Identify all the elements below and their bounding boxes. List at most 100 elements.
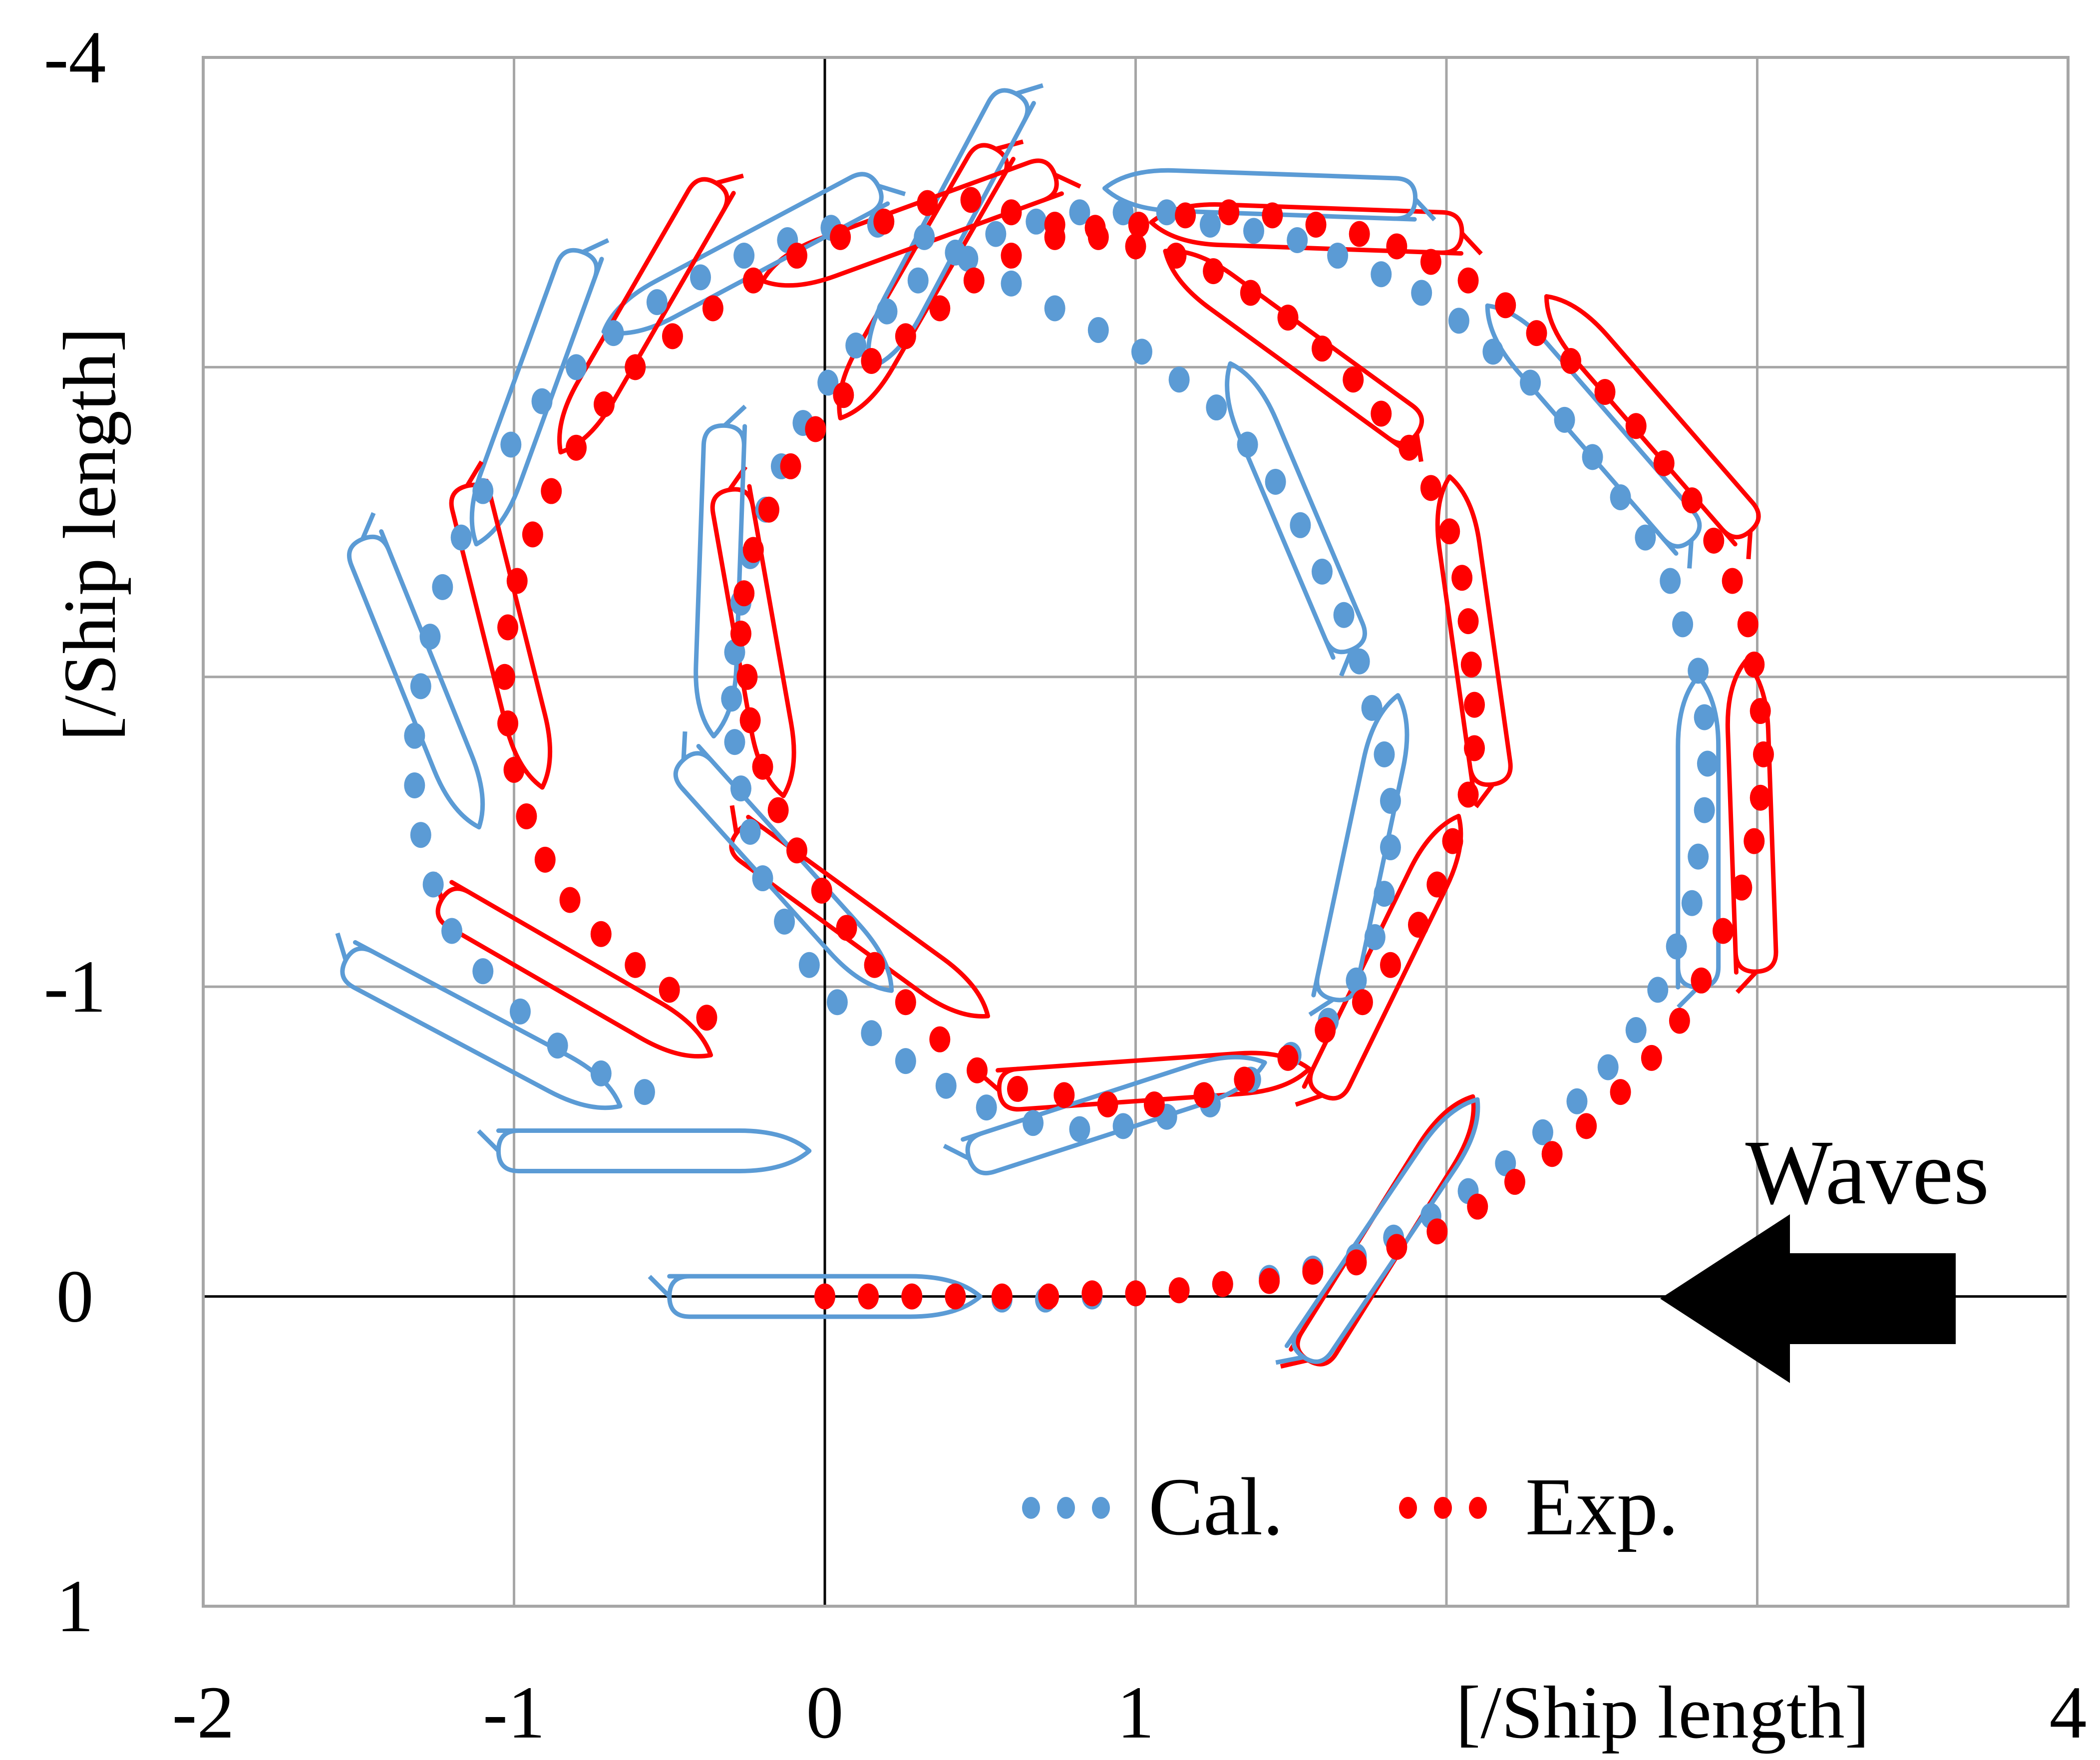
data-point-cal	[472, 478, 494, 504]
data-point-exp	[742, 267, 764, 294]
data-point-exp	[522, 521, 543, 548]
data-point-exp	[811, 877, 832, 904]
data-point-exp	[1371, 400, 1392, 427]
data-point-cal	[590, 1060, 612, 1086]
data-point-cal	[752, 865, 773, 892]
data-point-cal	[531, 388, 553, 414]
data-point-cal	[1346, 967, 1367, 994]
data-point-exp	[1097, 1091, 1118, 1117]
data-point-cal	[1374, 881, 1395, 907]
legend-item-exp: Exp.	[1399, 1461, 1679, 1552]
data-point-cal	[1371, 261, 1392, 288]
data-point-exp	[786, 837, 807, 864]
data-point-cal	[1660, 568, 1681, 594]
data-point-exp	[1128, 212, 1149, 238]
data-point-exp	[895, 323, 916, 350]
legend-item-cal: Cal.	[1022, 1461, 1283, 1552]
data-point-cal	[935, 1072, 957, 1099]
data-point-cal	[566, 354, 587, 380]
waves-annotation: Waves	[1660, 1121, 1989, 1383]
data-point-cal	[1554, 406, 1575, 433]
data-point-cal	[1532, 1119, 1553, 1145]
data-point-exp	[917, 190, 938, 216]
data-point-exp	[1541, 1141, 1563, 1167]
data-point-exp	[1457, 781, 1479, 808]
waves-arrow-icon	[1660, 1214, 1956, 1383]
data-point-exp	[702, 295, 723, 322]
data-point-exp	[1460, 651, 1482, 678]
data-point-exp	[1442, 828, 1463, 854]
data-point-cal	[1364, 924, 1386, 950]
data-point-cal	[1647, 977, 1669, 1003]
data-point-cal	[1694, 797, 1715, 823]
data-point-exp	[830, 224, 851, 250]
data-point-cal	[1287, 227, 1308, 254]
data-point-exp	[1703, 527, 1725, 554]
data-point-cal	[1349, 648, 1370, 675]
data-point-exp	[696, 1005, 717, 1031]
data-point-cal	[774, 908, 795, 935]
data-point-exp	[1731, 874, 1752, 901]
ship-outline-exp	[710, 465, 796, 798]
data-point-cal	[817, 369, 839, 396]
data-point-exp	[1610, 1079, 1631, 1105]
data-point-exp	[1218, 199, 1240, 226]
data-point-exp	[1641, 1045, 1662, 1071]
data-point-cal	[861, 1020, 882, 1047]
data-point-exp	[1168, 1277, 1190, 1304]
data-point-exp	[873, 208, 895, 235]
data-point-cal	[1243, 218, 1265, 244]
data-point-cal	[1199, 212, 1221, 238]
data-point-exp	[1399, 434, 1420, 461]
data-point-cal	[634, 1079, 655, 1105]
data-point-cal	[1672, 611, 1694, 638]
data-point-cal	[907, 267, 929, 294]
data-point-exp	[1744, 651, 1765, 678]
data-point-cal	[1582, 444, 1603, 470]
data-point-exp	[780, 453, 801, 479]
data-point-exp	[1240, 280, 1261, 306]
ship-outline-cal	[1225, 361, 1367, 677]
data-point-exp	[503, 756, 525, 783]
data-point-exp	[1464, 735, 1485, 761]
data-point-cal	[845, 332, 867, 358]
data-point-exp	[1737, 611, 1758, 638]
data-point-exp	[1165, 243, 1187, 269]
data-point-cal	[603, 320, 624, 347]
data-point-cal	[404, 722, 425, 749]
data-point-exp	[1259, 1268, 1280, 1294]
data-point-exp	[1053, 1082, 1075, 1108]
data-point-exp	[1380, 952, 1401, 978]
data-point-cal	[1333, 602, 1355, 628]
data-point-exp	[752, 753, 773, 780]
data-point-exp	[1001, 243, 1022, 269]
ship-outline-exp	[1544, 294, 1761, 560]
data-point-exp	[1495, 292, 1516, 319]
ship-outline-cal	[601, 172, 906, 336]
data-point-cal	[1495, 1150, 1516, 1176]
data-point-exp	[864, 952, 885, 978]
data-point-exp	[1044, 212, 1065, 238]
data-point-exp	[733, 580, 755, 607]
data-point-cal	[914, 224, 935, 250]
data-point-exp	[1193, 1082, 1215, 1108]
data-point-exp	[1315, 1017, 1336, 1044]
data-point-cal	[509, 998, 531, 1025]
data-point-cal	[724, 729, 745, 755]
data-point-exp	[836, 915, 857, 941]
legend-dot-exp	[1399, 1497, 1417, 1519]
data-point-cal	[1697, 750, 1718, 777]
x-tick-labels: -2 -1 0 1 4	[172, 1671, 2087, 1754]
y-tick-label: -1	[44, 945, 106, 1028]
ship-outline-cal	[335, 932, 623, 1110]
data-point-exp	[1750, 784, 1771, 811]
data-point-exp	[1713, 918, 1734, 944]
data-point-cal	[1666, 933, 1687, 960]
data-point-cal	[1482, 339, 1504, 365]
data-point-exp	[805, 416, 826, 442]
data-point-cal	[1026, 208, 1047, 235]
data-point-cal	[733, 243, 755, 269]
data-point-cal	[957, 246, 979, 272]
data-point-exp	[497, 614, 519, 641]
data-point-exp	[1576, 1113, 1597, 1139]
